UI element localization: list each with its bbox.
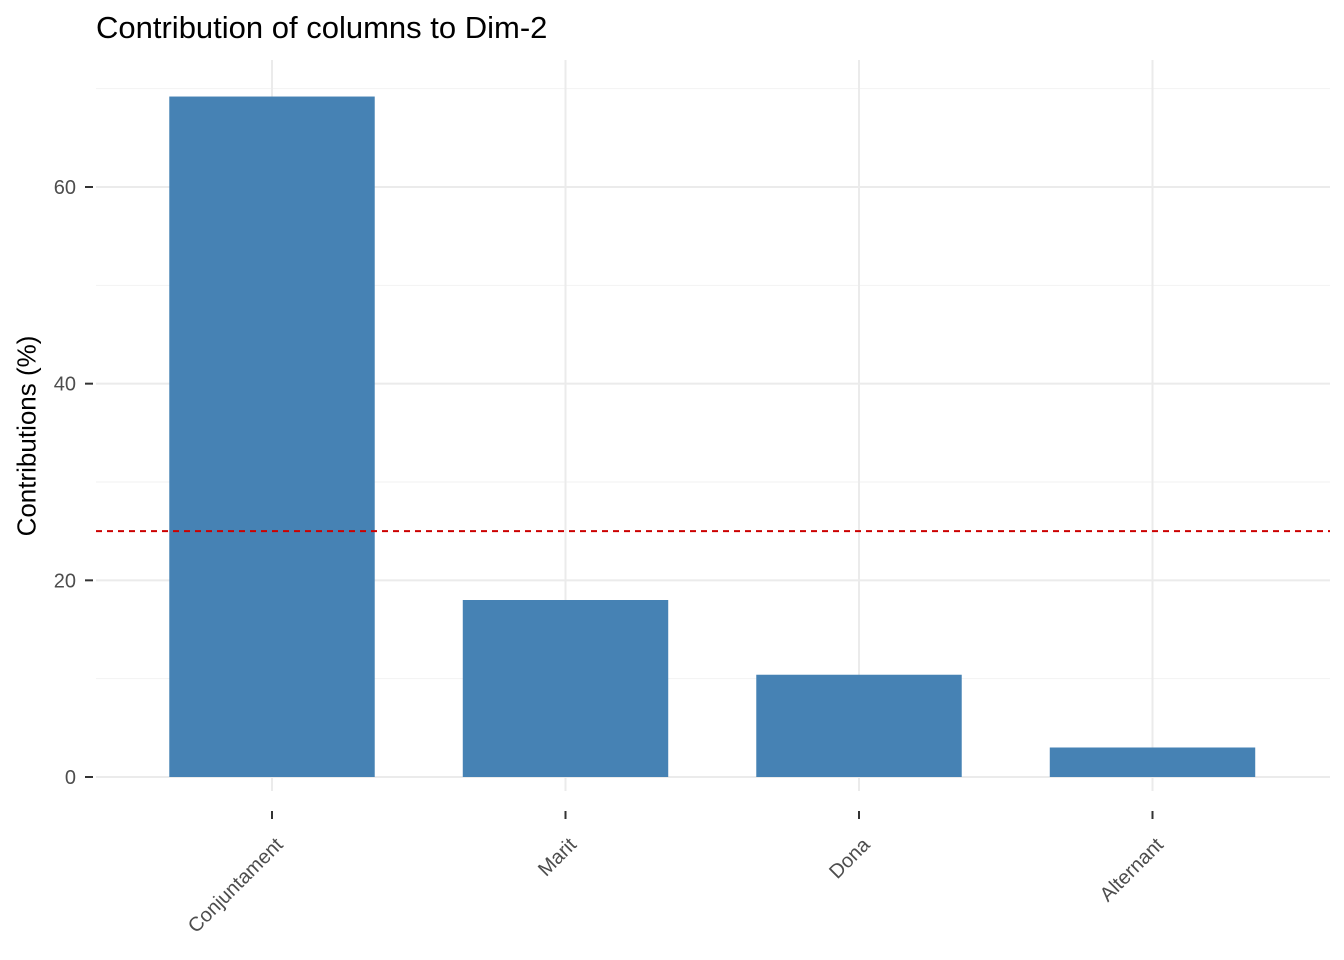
x-tick-label-alternant: Alternant	[1096, 834, 1168, 906]
y-tick-label: 0	[65, 767, 76, 789]
y-tick-label: 20	[54, 570, 76, 592]
x-axis-ticks: Conjuntament Marit Dona Alternant	[184, 811, 1168, 938]
chart-title: Contribution of columns to Dim-2	[96, 10, 548, 45]
y-tick-label: 60	[54, 177, 76, 199]
bar-conjuntament	[169, 96, 375, 778]
bar-dona	[756, 674, 962, 777]
x-tick-label-dona: Dona	[825, 833, 875, 883]
bar-marit	[462, 600, 669, 777]
bars	[169, 96, 1256, 778]
y-tick-label: 40	[54, 374, 76, 396]
bar-alternant	[1049, 747, 1256, 777]
y-axis-ticks: 0 20 40 60	[54, 177, 93, 789]
x-tick-label-conjuntament: Conjuntament	[184, 834, 288, 938]
x-tick-label-marit: Marit	[534, 834, 581, 881]
